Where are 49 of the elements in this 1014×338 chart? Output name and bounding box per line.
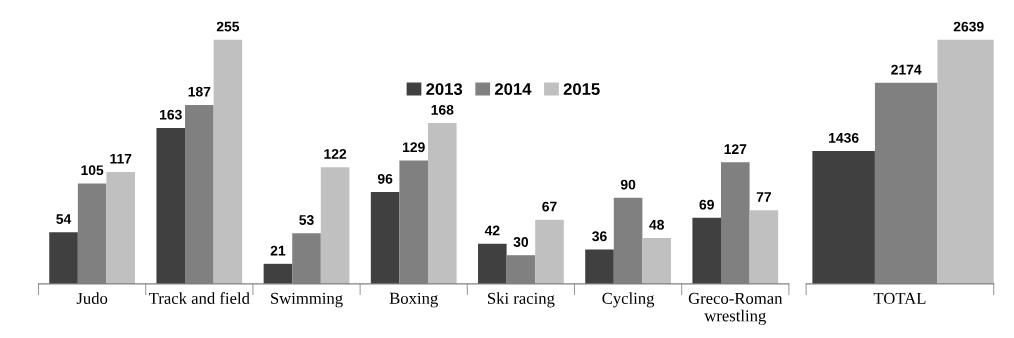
data-label: 54 — [56, 214, 72, 224]
legend-label: 2014 — [494, 83, 532, 95]
x-tick-label: Judo — [76, 292, 108, 304]
bar — [106, 171, 136, 284]
data-label: 105 — [81, 165, 104, 176]
data-label: 117 — [110, 153, 132, 164]
bar — [263, 263, 293, 284]
data-label: 90 — [620, 179, 636, 190]
data-label: 122 — [324, 148, 347, 159]
bar — [749, 210, 779, 284]
bar — [156, 127, 186, 284]
legend-label: 2015 — [563, 83, 600, 95]
data-label: 255 — [216, 21, 240, 32]
bar — [428, 123, 457, 284]
data-label: 36 — [592, 231, 607, 242]
bar — [213, 39, 243, 284]
data-label: 187 — [188, 86, 211, 97]
x-tick-label: Track and field — [149, 292, 250, 304]
data-label: 42 — [484, 225, 500, 236]
data-label: 69 — [699, 199, 714, 210]
data-label: 168 — [431, 104, 454, 115]
bar — [370, 192, 400, 284]
bar — [320, 167, 350, 284]
data-label: 48 — [649, 219, 664, 230]
data-label: 129 — [403, 142, 425, 153]
data-label: 96 — [377, 173, 393, 184]
data-label: 30 — [513, 237, 529, 247]
bar — [49, 232, 78, 284]
data-label: 2639 — [953, 21, 984, 32]
x-tick-label: Ski racing — [488, 292, 555, 308]
data-label: 53 — [299, 215, 314, 225]
x-tick-label: Cycling — [602, 292, 655, 308]
data-label: 127 — [724, 144, 747, 154]
bar — [535, 219, 564, 284]
data-label: 77 — [756, 192, 771, 202]
data-label: 163 — [160, 109, 182, 120]
data-label: 1436 — [829, 132, 859, 143]
data-label: 21 — [270, 245, 286, 256]
x-tick-label: TOTAL — [873, 292, 926, 304]
bar — [642, 237, 671, 284]
bar — [478, 243, 507, 284]
bar — [692, 217, 721, 284]
data-label: 2174 — [891, 64, 922, 75]
x-tick-label: Swimming — [271, 292, 343, 308]
x-tick-label: Boxing — [389, 292, 438, 308]
x-tick-label: Greco-Roman wrestling — [688, 292, 783, 325]
bar — [585, 249, 614, 284]
legend-label: 2013 — [426, 83, 463, 95]
data-label: 67 — [542, 201, 557, 212]
